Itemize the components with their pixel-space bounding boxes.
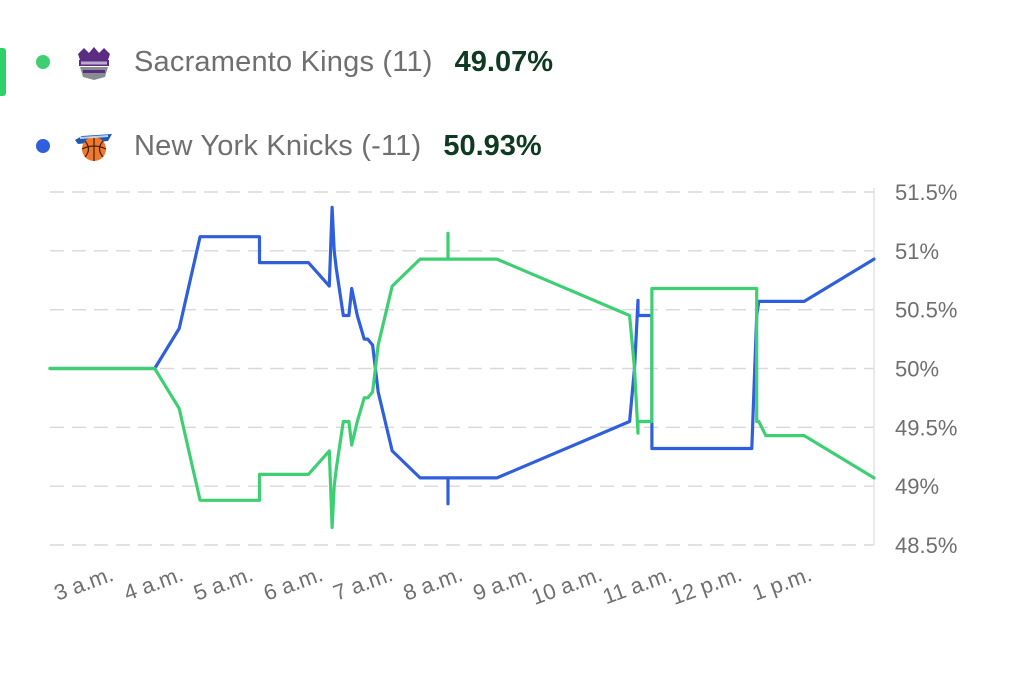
- header-fragment-icon: [685, 0, 707, 6]
- x-tick-label: 5 a.m.: [190, 561, 256, 605]
- y-tick-label: 51%: [895, 239, 939, 264]
- series-layer: [48, 205, 876, 529]
- y-tick-label: 50%: [895, 357, 939, 382]
- knicks-win-probability: 50.93%: [443, 129, 542, 162]
- new-york-knicks-logo-icon: [75, 134, 112, 161]
- selected-row-indicator: [0, 48, 6, 96]
- y-tick-label: 51.5%: [895, 180, 957, 205]
- knicks-series-dot: [36, 139, 50, 153]
- series-line-knicks: [48, 205, 876, 506]
- y-tick-label: 49.5%: [895, 415, 957, 440]
- y-tick-label: 49%: [895, 474, 939, 499]
- y-tick-label: 48.5%: [895, 533, 957, 558]
- grid-layer: [50, 188, 875, 546]
- y-tick-label: 50.5%: [895, 298, 957, 323]
- x-tick-label: 12 p.m.: [668, 561, 746, 610]
- knicks-team-label: New York Knicks (-11): [134, 129, 422, 162]
- legend-item-kings[interactable]: Sacramento Kings (11) 49.07%: [36, 42, 553, 82]
- legend-item-knicks[interactable]: New York Knicks (-11) 50.93%: [36, 126, 542, 166]
- x-tick-label: 3 a.m.: [51, 561, 117, 605]
- kings-win-probability: 49.07%: [454, 45, 553, 78]
- win-probability-chart: 51.5% 51% 50.5% 50% 49.5% 49% 48.5% 3 a.m. 4 a.…: [48, 180, 957, 610]
- x-tick-label: 7 a.m.: [330, 561, 396, 605]
- series-line-kings: [48, 231, 876, 529]
- x-tick-label: 8 a.m.: [400, 561, 466, 605]
- y-axis: 51.5% 51% 50.5% 50% 49.5% 49% 48.5%: [895, 180, 957, 558]
- x-tick-label: 4 a.m.: [120, 561, 186, 605]
- kings-series-dot: [36, 55, 50, 69]
- sacramento-kings-logo-icon: [78, 47, 110, 80]
- x-tick-label: 10 a.m.: [528, 561, 606, 610]
- x-tick-label: 11 a.m.: [599, 561, 675, 609]
- kings-team-label: Sacramento Kings (11): [134, 45, 433, 78]
- x-tick-label: 6 a.m.: [260, 561, 326, 605]
- x-axis: 3 a.m. 4 a.m. 5 a.m. 6 a.m. 7 a.m. 8 a.m. 9 a.…: [51, 561, 815, 610]
- x-tick-label: 1 p.m.: [749, 561, 815, 605]
- x-tick-label: 9 a.m.: [470, 561, 536, 605]
